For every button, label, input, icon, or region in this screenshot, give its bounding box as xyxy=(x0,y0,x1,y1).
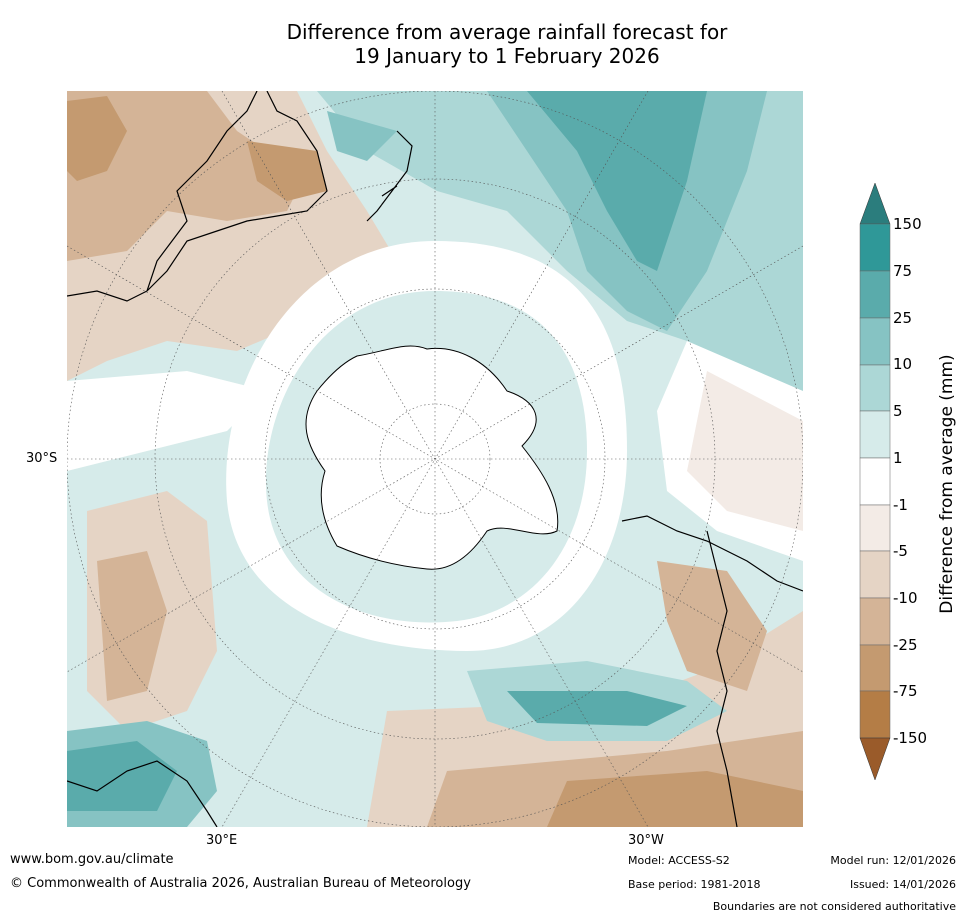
africa-outline xyxy=(67,760,218,827)
colorbar-tick: -1 xyxy=(893,496,908,514)
dry-region-patagonia xyxy=(657,561,767,691)
colorbar-tick: 150 xyxy=(893,215,922,233)
colorbar-seg-neg25 xyxy=(859,644,891,692)
colorbar-seg-25 xyxy=(859,317,891,366)
dry-region-northwest-strong xyxy=(67,91,307,261)
neutral-band-west xyxy=(67,371,267,471)
graticule xyxy=(67,91,803,827)
colorbar-top-arrow xyxy=(859,182,891,225)
colorbar xyxy=(859,182,891,781)
colorbar-tick: 10 xyxy=(893,355,913,373)
colorbar-tick: 1 xyxy=(893,449,903,467)
wet-band-atlantic-core xyxy=(507,691,687,726)
colorbar-seg-150 xyxy=(859,223,891,272)
new-zealand-outline xyxy=(366,130,413,222)
colorbar-tick: -150 xyxy=(893,729,928,747)
colorbar-tick: 5 xyxy=(893,402,903,420)
colorbar-tick: 25 xyxy=(893,309,913,327)
antarctica xyxy=(305,345,559,570)
wet-region-northeast-core xyxy=(527,91,707,271)
rainfall-anomaly-map xyxy=(67,91,803,827)
footer-copyright: © Commonwealth of Australia 2026, Austra… xyxy=(10,876,471,891)
title-line-1: Difference from average rainfall forecas… xyxy=(286,20,728,44)
footer-model-run: Model run: 12/01/2026 xyxy=(830,854,956,867)
colorbar-tick: -75 xyxy=(893,682,918,700)
label-lat-30s: 30°S xyxy=(26,451,58,466)
dry-region-northwest-core xyxy=(67,96,127,181)
colorbar-seg-neutral xyxy=(859,457,891,506)
colorbar-tick: -25 xyxy=(893,636,918,654)
colorbar-tick: -10 xyxy=(893,589,918,607)
colorbar-seg-neg5 xyxy=(859,550,891,599)
dry-region-west-stripe-core xyxy=(97,551,167,701)
colorbar-seg-75 xyxy=(859,270,891,319)
colorbar-seg-neg75 xyxy=(859,690,891,739)
colorbar-title: Difference from average (mm) xyxy=(937,354,957,614)
dry-region-southeast-core xyxy=(547,771,803,827)
footer-base-period: Base period: 1981-2018 xyxy=(628,878,761,891)
dry-region-east xyxy=(687,371,803,531)
footer-url[interactable]: www.bom.gov.au/climate xyxy=(10,852,174,867)
title-line-2: 19 January to 1 February 2026 xyxy=(354,44,660,68)
chart-title: Difference from average rainfall forecas… xyxy=(67,20,947,68)
south-america-outline xyxy=(621,515,803,827)
wet-region-southwest-core xyxy=(67,741,177,811)
dry-region-australia xyxy=(247,141,327,201)
label-lon-30w: 30°W xyxy=(628,833,664,848)
colorbar-tick: -5 xyxy=(893,542,908,560)
colorbar-tick: 75 xyxy=(893,262,913,280)
label-lon-30e: 30°E xyxy=(206,833,238,848)
footer-issued: Issued: 14/01/2026 xyxy=(849,878,956,891)
colorbar-seg-neg10 xyxy=(859,597,891,646)
footer-model: Model: ACCESS-S2 xyxy=(628,854,730,867)
colorbar-seg-10 xyxy=(859,364,891,412)
colorbar-seg-neg1 xyxy=(859,504,891,552)
colorbar-bottom-arrow xyxy=(859,737,891,781)
footer-disclaimer: Boundaries are not considered authoritat… xyxy=(712,900,956,913)
colorbar-seg-5 xyxy=(859,410,891,459)
wet-region-nz xyxy=(327,111,397,161)
